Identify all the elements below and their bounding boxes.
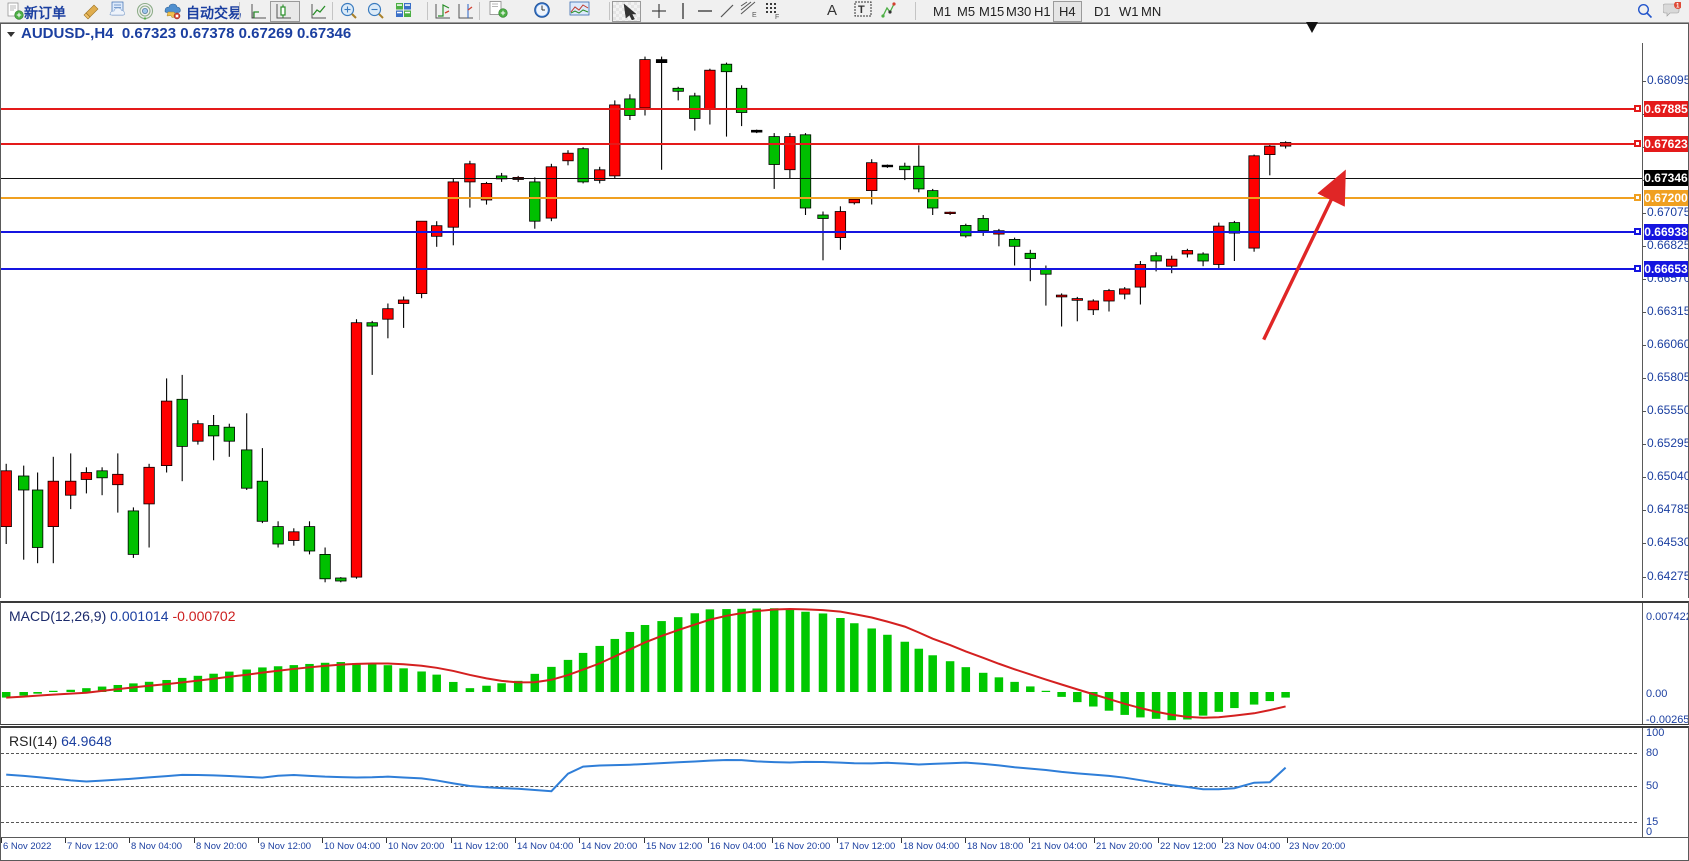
svg-text:F: F [775,14,779,20]
svg-text:E: E [752,12,757,19]
svg-text:T: T [858,4,865,16]
